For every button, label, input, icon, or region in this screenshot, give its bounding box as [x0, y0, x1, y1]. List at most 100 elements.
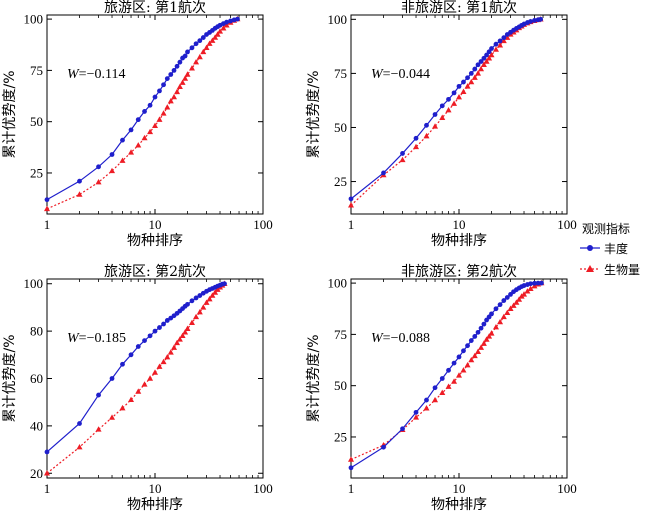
data-point-biomass	[171, 344, 178, 350]
data-point-biomass	[193, 313, 200, 320]
data-point-abundance	[161, 82, 166, 88]
data-point-abundance	[478, 325, 484, 331]
data-point-biomass	[109, 167, 116, 174]
x-axis-label: 物种排序	[127, 497, 183, 511]
data-point-biomass	[95, 426, 102, 432]
data-point-biomass	[513, 299, 520, 305]
data-point-biomass	[196, 308, 203, 315]
data-point-biomass	[182, 329, 189, 335]
chart-panel-3: 旅游区: 第2航次 20 40 60 80 100 1 10 100 物种排序 累计优势度/% W=−…	[2, 263, 273, 511]
data-point-biomass	[432, 123, 439, 129]
x-tick-label: 1	[44, 481, 51, 496]
data-point-abundance	[128, 127, 134, 133]
legend-item-biomass: 生物量	[578, 261, 650, 277]
data-point-abundance	[157, 325, 162, 330]
data-point-abundance	[475, 329, 481, 335]
w-statistic-annotation: W=−0.114	[67, 67, 125, 82]
x-tick-label: 1	[348, 217, 355, 232]
data-point-abundance	[109, 152, 115, 157]
data-point-abundance	[152, 328, 158, 334]
data-point-abundance	[413, 409, 419, 415]
w-statistic-symbol: W	[371, 331, 384, 346]
data-point-biomass	[164, 353, 171, 360]
data-point-biomass	[184, 325, 191, 331]
data-point-abundance	[381, 444, 386, 450]
data-point-abundance	[528, 19, 533, 24]
series-line-abundance	[46, 283, 225, 453]
data-point-abundance	[475, 62, 481, 68]
x-axis-label: 物种排序	[431, 497, 487, 511]
data-point-biomass	[413, 414, 420, 420]
w-statistic-value: =−0.044	[383, 67, 430, 82]
data-point-abundance	[439, 376, 445, 381]
legend: 观测指标 丰度 生物量	[578, 220, 650, 280]
data-point-biomass	[164, 104, 171, 110]
data-point-biomass	[475, 348, 482, 355]
data-point-biomass	[445, 383, 452, 389]
data-point-abundance	[44, 449, 50, 455]
data-point-biomass	[119, 157, 126, 163]
data-point-biomass	[200, 304, 207, 310]
data-point-biomass	[486, 333, 493, 339]
x-tick-label: 100	[253, 217, 273, 232]
w-statistic-symbol: W	[67, 67, 80, 82]
series-biomass	[348, 16, 544, 208]
data-point-abundance	[142, 338, 147, 343]
data-point-abundance	[161, 321, 166, 327]
data-point-biomass	[456, 372, 462, 378]
data-point-abundance	[235, 16, 240, 22]
data-point-biomass	[176, 83, 183, 90]
x-tick-label: 100	[557, 217, 577, 232]
data-point-biomass	[524, 288, 531, 294]
chart-panel-1: 旅游区: 第1航次 25 50 75 100 1 10 100 物种排序 累计优势度/% W=−0.…	[2, 0, 273, 249]
data-point-biomass	[141, 381, 148, 387]
plot-frame	[350, 14, 568, 215]
data-point-abundance	[504, 295, 510, 300]
y-tick-label: 25	[334, 174, 347, 189]
data-point-abundance	[171, 67, 177, 73]
data-point-biomass	[220, 25, 227, 31]
data-point-biomass	[460, 367, 467, 373]
data-point-biomass	[184, 71, 191, 77]
w-statistic-value: =−0.185	[79, 331, 126, 346]
y-tick-label: 40	[30, 418, 43, 433]
x-axis-label: 物种排序	[127, 233, 183, 249]
data-point-biomass	[135, 142, 142, 148]
data-point-abundance	[142, 109, 147, 114]
data-point-biomass	[413, 143, 420, 150]
data-point-biomass	[176, 336, 183, 342]
data-point-abundance	[381, 170, 386, 176]
data-point-abundance	[424, 397, 429, 403]
data-point-biomass	[179, 79, 186, 85]
x-tick-label: 10	[453, 217, 466, 232]
w-statistic-annotation: W=−0.044	[371, 67, 430, 82]
data-point-biomass	[527, 285, 534, 292]
data-point-biomass	[504, 309, 511, 316]
x-tick-label: 100	[253, 481, 273, 496]
data-point-abundance	[424, 122, 429, 128]
data-point-abundance	[472, 334, 478, 339]
data-point-biomass	[464, 83, 471, 89]
data-point-biomass	[500, 37, 507, 44]
data-point-biomass	[475, 70, 482, 76]
data-point-biomass	[119, 404, 126, 411]
data-point-abundance	[193, 295, 199, 301]
data-point-biomass	[156, 363, 163, 369]
data-point-abundance	[77, 178, 82, 184]
data-point-abundance	[451, 360, 457, 366]
data-point-biomass	[128, 149, 135, 155]
data-point-biomass	[500, 313, 507, 320]
data-point-abundance	[189, 298, 195, 304]
data-point-biomass	[488, 330, 495, 336]
data-point-abundance	[224, 19, 229, 25]
legend-item-abundance: 丰度	[578, 240, 650, 256]
data-point-abundance	[182, 53, 188, 59]
series-line-abundance	[350, 18, 541, 200]
series-biomass	[44, 280, 228, 476]
data-point-biomass	[492, 46, 499, 52]
data-point-abundance	[465, 75, 470, 81]
data-point-abundance	[432, 385, 438, 391]
data-point-biomass	[152, 122, 158, 128]
chart-title: 旅游区: 第1航次	[104, 0, 206, 16]
